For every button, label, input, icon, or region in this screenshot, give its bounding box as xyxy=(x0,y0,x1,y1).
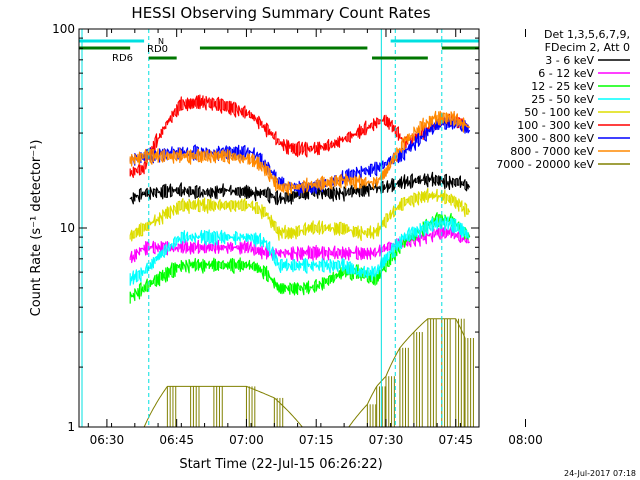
legend: Det 1,3,5,6,7,9,FDecim 2, Att 03 - 6 keV… xyxy=(496,28,630,171)
x-tick-label: 07:45 xyxy=(438,433,473,447)
legend-label: 25 - 50 keV xyxy=(531,93,594,106)
annotation-rd0: RD0 xyxy=(147,44,168,55)
legend-label: 7000 - 20000 keV xyxy=(496,158,594,171)
y-axis-label: Count Rate (s⁻¹ detector⁻¹) xyxy=(29,140,44,317)
legend-label: 800 - 7000 keV xyxy=(510,145,594,158)
y-axis: 1 10 100 xyxy=(52,22,479,434)
x-tick-label: 07:30 xyxy=(369,433,404,447)
legend-label: 6 - 12 keV xyxy=(538,67,594,80)
timestamp: 24-Jul-2017 07:18 xyxy=(564,469,636,478)
legend-header: FDecim 2, Att 0 xyxy=(545,41,630,54)
series-line-3 xyxy=(129,215,470,286)
legend-label: 3 - 6 keV xyxy=(545,54,594,67)
x-tick-label: 07:00 xyxy=(229,433,264,447)
x-axis-label: Start Time (22-Jul-15 06:26:22) xyxy=(179,457,382,472)
x-tick-label: 06:30 xyxy=(90,433,125,447)
x-tick-label: 08:00 xyxy=(508,433,543,447)
chart-title: HESSI Observing Summary Count Rates xyxy=(131,4,430,22)
legend-label: 50 - 100 keV xyxy=(524,106,594,119)
y-tick-label: 100 xyxy=(52,22,75,36)
legend-label: 300 - 800 keV xyxy=(517,132,594,145)
series-line-4 xyxy=(129,188,471,242)
annotation-rd6: RD6 xyxy=(112,53,133,64)
x-tick-label: 06:45 xyxy=(159,433,194,447)
y-tick-label: 10 xyxy=(60,221,75,235)
x-axis: 06:30 06:45 07:00 07:15 07:30 07:45 08:00 xyxy=(87,29,543,447)
legend-header: Det 1,3,5,6,7,9, xyxy=(544,28,630,41)
annotation-n: N xyxy=(158,37,164,46)
legend-label: 100 - 300 keV xyxy=(517,119,594,132)
legend-label: 12 - 25 keV xyxy=(531,80,594,93)
series-line-7 xyxy=(129,110,471,196)
y-tick-label: 1 xyxy=(67,420,75,434)
x-tick-label: 07:15 xyxy=(299,433,334,447)
